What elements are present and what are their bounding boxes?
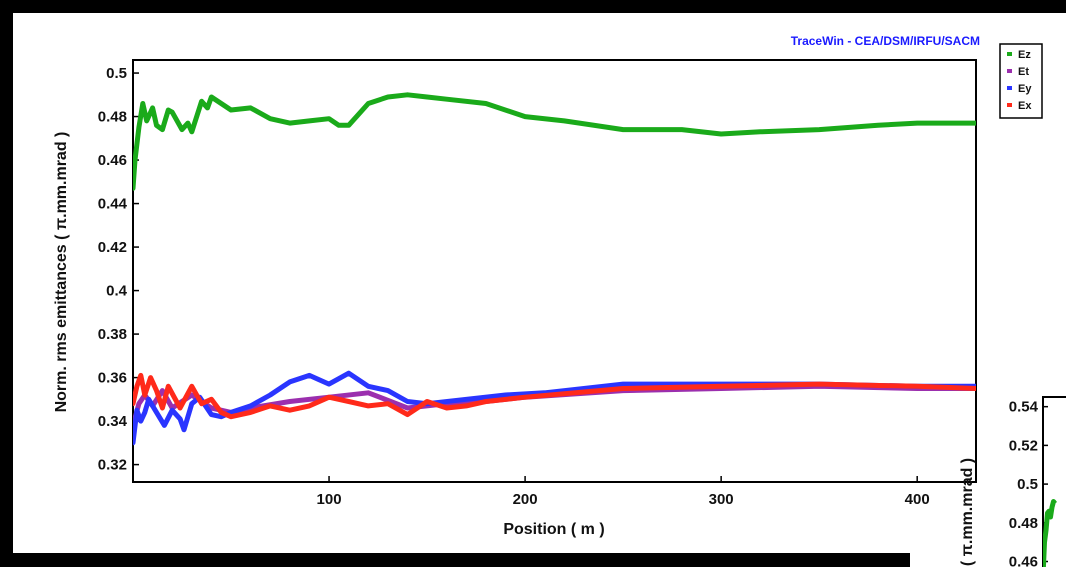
legend-label-ez: Ez [1018, 49, 1031, 61]
y-tick-label: 0.34 [98, 413, 128, 430]
x-tick-label: 400 [905, 491, 930, 508]
legend-label-et: Et [1018, 66, 1029, 78]
y-tick-label: 0.38 [98, 326, 127, 343]
y-tick-label: 0.42 [98, 239, 127, 256]
series-line-ey [133, 370, 976, 446]
x-tick-label: 200 [513, 491, 538, 508]
y-tick-label: 0.32 [98, 457, 127, 474]
x-tick-label: 100 [317, 491, 342, 508]
inset-y-tick-label: 0.5 [1017, 476, 1038, 493]
inset-y-tick-label: 0.48 [1009, 515, 1038, 532]
series-line-ez [133, 92, 976, 191]
legend: Ez Et Ey Ex [999, 43, 1043, 119]
y-tick-label: 0.5 [106, 65, 127, 82]
y-tick-label: 0.36 [98, 370, 127, 387]
legend-swatch-et [1007, 69, 1012, 73]
inset-y-tick-label: 0.46 [1009, 554, 1038, 567]
x-axis-title: Position ( m ) [503, 521, 604, 538]
series-line-ex [133, 372, 976, 420]
y-axis-title: Norm. rms emittances ( π.mm.mrad ) [53, 132, 70, 413]
inset-y-tick-label: 0.54 [1009, 399, 1039, 416]
y-tick-label: 0.44 [98, 196, 128, 213]
y-tick-label: 0.4 [106, 283, 128, 300]
plot-frame [132, 59, 977, 483]
y-tick-label: 0.48 [98, 109, 127, 126]
legend-label-ex: Ex [1018, 100, 1032, 112]
y-tick-label: 0.46 [98, 152, 127, 169]
inset-series-line [1043, 499, 1057, 567]
chart-panel [13, 13, 1066, 553]
legend-swatch-ez [1007, 52, 1012, 56]
legend-swatch-ey [1007, 86, 1012, 90]
legend-label-ey: Ey [1018, 83, 1032, 95]
legend-swatch-ex [1007, 103, 1012, 107]
tracewin-credit: TraceWin - CEA/DSM/IRFU/SACM [791, 34, 980, 48]
x-tick-label: 300 [709, 491, 734, 508]
inset-chart-panel [910, 338, 1066, 567]
inset-y-tick-label: 0.52 [1009, 437, 1038, 454]
inset-y-axis-title: ( π.mm.mrad ) [959, 458, 976, 566]
